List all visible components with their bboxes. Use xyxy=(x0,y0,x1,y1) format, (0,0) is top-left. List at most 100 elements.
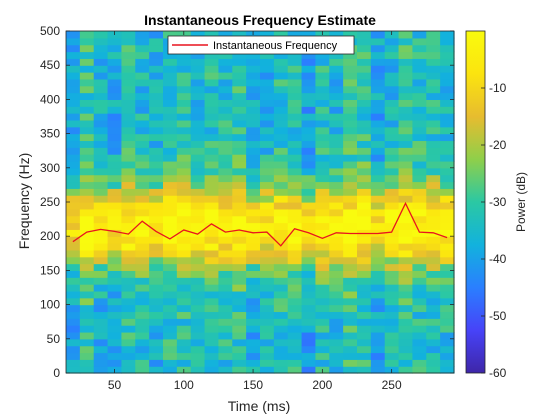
spectrogram-cell xyxy=(93,51,109,59)
spectrogram-cell xyxy=(357,256,372,265)
spectrogram-cell xyxy=(315,160,330,169)
spectrogram-cell xyxy=(232,236,247,244)
spectrogram-cell xyxy=(163,243,178,251)
spectrogram-cell xyxy=(384,195,400,203)
spectrogram-cell xyxy=(384,345,400,354)
spectrogram-cell xyxy=(149,119,164,128)
spectrogram-cell xyxy=(357,113,372,121)
spectrogram-cell xyxy=(384,202,400,210)
spectrogram-cell xyxy=(218,249,233,258)
spectrogram-cell xyxy=(329,167,344,176)
spectrogram-cell xyxy=(246,195,261,203)
spectrogram-cell xyxy=(315,140,330,148)
spectrogram-cell xyxy=(246,99,261,107)
spectrogram-cell xyxy=(343,133,358,142)
spectrogram-cell xyxy=(218,256,233,265)
spectrogram-cell xyxy=(204,72,220,80)
spectrogram-cell xyxy=(329,147,344,155)
spectrogram-cell xyxy=(149,202,164,210)
spectrogram-cell xyxy=(260,58,275,66)
spectrogram-cell xyxy=(357,249,372,258)
spectrogram-cell xyxy=(232,297,247,306)
spectrogram-cell xyxy=(315,277,330,285)
spectrogram-cell xyxy=(357,195,372,203)
spectrogram-cell xyxy=(343,85,358,94)
spectrogram-cell xyxy=(426,31,441,39)
spectrogram-cell xyxy=(426,243,441,251)
spectrogram-cell xyxy=(287,119,303,128)
spectrogram-cell xyxy=(426,331,441,340)
spectrogram-cell xyxy=(357,297,372,306)
spectrogram-cell xyxy=(343,277,358,285)
spectrogram-cell xyxy=(260,345,275,354)
spectrogram-cell xyxy=(343,304,358,313)
spectrogram-cell xyxy=(232,113,247,121)
spectrogram-cell xyxy=(163,51,178,59)
spectrogram-cell xyxy=(93,140,109,148)
spectrogram-cell xyxy=(93,133,109,142)
spectrogram-cell xyxy=(135,318,150,326)
spectrogram-cell xyxy=(343,160,358,169)
spectrogram-cell xyxy=(260,167,275,176)
spectrogram-cell xyxy=(93,331,109,340)
spectrogram-cell xyxy=(315,256,330,265)
spectrogram-cell xyxy=(398,44,414,53)
spectrogram-cell xyxy=(163,249,178,258)
spectrogram-cell xyxy=(163,215,178,224)
spectrogram-cell xyxy=(398,160,414,169)
spectrogram-cell xyxy=(315,106,330,114)
spectrogram-cell xyxy=(121,167,136,176)
spectrogram-cell xyxy=(218,236,233,244)
spectrogram-cell xyxy=(163,31,178,39)
spectrogram-cell xyxy=(79,195,95,203)
spectrogram-cell xyxy=(163,126,178,135)
spectrogram-cell xyxy=(79,263,95,271)
spectrogram-cell xyxy=(176,99,192,107)
spectrogram-cell xyxy=(343,263,358,271)
spectrogram-cell xyxy=(121,243,136,251)
spectrogram-cell xyxy=(107,147,123,155)
spectrogram-cell xyxy=(287,147,303,155)
spectrogram-cell xyxy=(232,284,247,292)
spectrogram-cell xyxy=(246,154,261,162)
spectrogram-cell xyxy=(287,229,303,237)
spectrogram-cell xyxy=(204,31,220,39)
spectrogram-cell xyxy=(135,37,150,46)
spectrogram-cell xyxy=(204,304,220,313)
spectrogram-cell xyxy=(176,290,192,299)
spectrogram-cell xyxy=(135,99,150,107)
spectrogram-cell xyxy=(398,113,414,121)
spectrogram-cell xyxy=(398,352,414,360)
spectrogram-cell xyxy=(135,256,150,265)
spectrogram-cell xyxy=(398,202,414,210)
spectrogram-cell xyxy=(315,243,330,251)
spectrogram-cell xyxy=(163,277,178,285)
spectrogram-cell xyxy=(370,277,386,285)
spectrogram-cell xyxy=(149,249,164,258)
spectrogram-cell xyxy=(93,338,109,347)
spectrogram-cell xyxy=(329,202,344,210)
spectrogram-cell xyxy=(357,119,372,128)
spectrogram-cell xyxy=(273,345,289,354)
spectrogram-cell xyxy=(412,99,427,107)
spectrogram-cell xyxy=(343,249,358,258)
spectrogram-cell xyxy=(384,325,400,333)
spectrogram-cell xyxy=(357,31,372,39)
spectrogram-cell xyxy=(384,160,400,169)
spectrogram-cell xyxy=(357,58,372,66)
spectrogram-cell xyxy=(93,325,109,333)
spectrogram-cell xyxy=(190,58,206,66)
spectrogram-cell xyxy=(398,167,414,176)
spectrogram-cell xyxy=(370,72,386,80)
spectrogram-cell xyxy=(107,352,123,360)
spectrogram-cell xyxy=(301,222,317,230)
spectrogram-cell xyxy=(398,72,414,80)
spectrogram-cell xyxy=(370,65,386,73)
spectrogram-cell xyxy=(204,331,220,340)
spectrogram-cell xyxy=(287,249,303,258)
spectrogram-cell xyxy=(440,318,455,326)
spectrogram-cell xyxy=(315,119,330,128)
spectrogram-cell xyxy=(440,167,455,176)
spectrogram-cell xyxy=(357,126,372,135)
spectrogram-cell xyxy=(273,270,289,278)
